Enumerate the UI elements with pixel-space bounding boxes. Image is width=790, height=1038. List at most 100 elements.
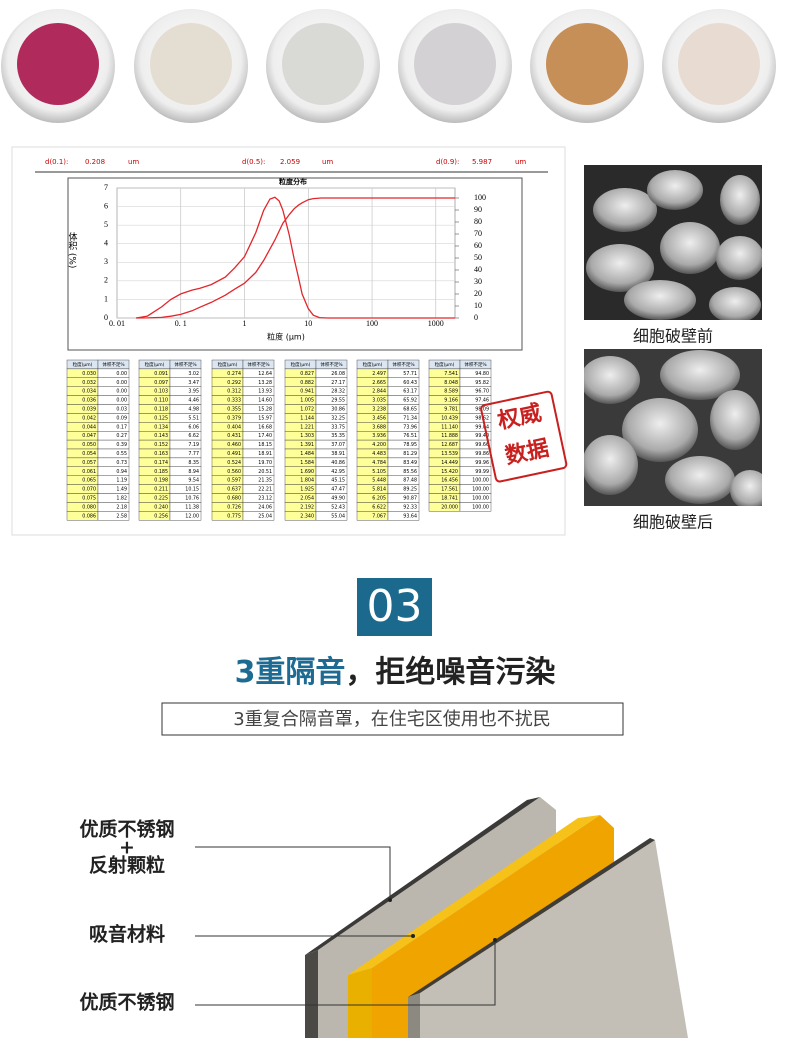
table-value: 0.73 [116,460,127,466]
table-value: 28.32 [331,389,345,395]
table-value: 87.48 [403,478,417,484]
table-value: 18.15 [258,442,272,448]
table-cell [387,511,420,521]
table-value: 4.200 [372,442,386,448]
table-value: 4.784 [372,460,386,466]
x-tick-label: 0. 1 [175,319,187,328]
table-value: 65.92 [403,398,417,404]
table-header: 体积不足% [102,361,125,368]
table-value: 13.28 [258,380,272,386]
table-value: 11.888 [441,433,458,439]
table-value: 4.483 [372,451,386,457]
summary-value: 0.208 [85,158,105,166]
section-subtitle: 3重复合隔音罩，在住宅区使用也不扰民 [233,709,550,730]
table-cell [459,502,492,512]
table-value: 25.04 [258,513,272,519]
table-value: 2.18 [116,504,127,510]
table-value: 55.04 [331,513,345,519]
table-value: 17.561 [441,487,458,493]
table-value: 1.49 [116,487,127,493]
table-value: 1.19 [116,478,127,484]
table-value: 68.65 [403,406,417,412]
table-value: 7.067 [372,513,386,519]
table-value: 7.541 [444,371,458,377]
table-value: 0.240 [154,504,168,510]
table-value: 0.110 [154,398,168,404]
table-value: 76.51 [403,433,417,439]
table-value: 9.166 [444,398,458,404]
table-value: 10.76 [185,495,199,501]
micrograph-caption: 细胞破壁前 [633,327,713,346]
table-value: 1.303 [300,433,314,439]
table-value: 3.936 [372,433,386,439]
table-value: 99.96 [475,460,489,466]
table-value: 0.143 [154,433,168,439]
table-value: 0.152 [154,442,168,448]
x-tick-label: 100 [366,319,378,328]
table-value: 40.86 [331,460,345,466]
y2-tick-label: 100 [474,193,486,202]
table-value: 0.256 [154,513,168,519]
table-cell [315,511,348,521]
table-value: 2.665 [372,380,386,386]
table-value: 0.086 [82,513,96,519]
table-value: 78.95 [403,442,417,448]
table-value: 0.637 [227,487,241,493]
table-value: 13.539 [441,451,458,457]
table-value: 3.02 [188,371,199,377]
table-value: 8.94 [188,469,199,475]
table-value: 0.118 [154,406,168,412]
table-value: 0.379 [227,415,241,421]
table-value: 1.584 [300,460,314,466]
table-value: 99.40 [475,433,489,439]
table-value: 49.90 [331,495,345,501]
table-value: 21.35 [258,478,272,484]
table-value: 23.12 [258,495,272,501]
table-value: 1.221 [300,424,314,430]
table-value: 0.597 [227,478,241,484]
panel-diagram [305,797,688,1038]
table-value: 3.035 [372,398,386,404]
table-value: 1.82 [116,495,127,501]
table-value: 90.87 [403,495,417,501]
layer-label: 反射颗粒 [89,854,165,877]
y2-tick-label: 40 [474,265,482,274]
table-value: 11.140 [441,424,458,430]
table-value: 47.47 [331,487,345,493]
table-value: 0.274 [227,371,241,377]
table-value: 3.95 [188,389,199,395]
table-value: 9.781 [444,406,458,412]
table-value: 14.449 [441,460,458,466]
table-value: 20.51 [258,469,272,475]
table-value: 0.054 [82,451,96,457]
summary-label: d(0.9): [436,158,459,166]
table-value: 100.00 [472,487,489,493]
table-value: 1.072 [300,406,314,412]
table-value: 26.08 [331,371,345,377]
table-value: 0.17 [116,424,127,430]
table-value: 0.044 [82,424,96,430]
table-value: 6.622 [372,504,386,510]
table-value: 0.460 [227,442,241,448]
table-value: 0.042 [82,415,96,421]
table-value: 35.35 [331,433,345,439]
table-value: 0.050 [82,442,96,448]
section-badge [357,578,432,636]
table-value: 12.00 [185,513,199,519]
table-value: 1.925 [300,487,314,493]
table-value: 0.775 [227,513,241,519]
table-value: 3.47 [188,380,199,386]
table-value: 3.688 [372,424,386,430]
section-number: 03 [367,581,423,632]
table-value: 3.456 [372,415,386,421]
table-value: 81.29 [403,451,417,457]
table-value: 7.19 [188,442,199,448]
table-value: 29.55 [331,398,345,404]
table-value: 0.882 [300,380,314,386]
y2-tick-label: 50 [474,253,482,262]
sem-image-after [584,349,762,506]
table-value: 32.25 [331,415,345,421]
y-tick-label: 0 [104,313,108,322]
